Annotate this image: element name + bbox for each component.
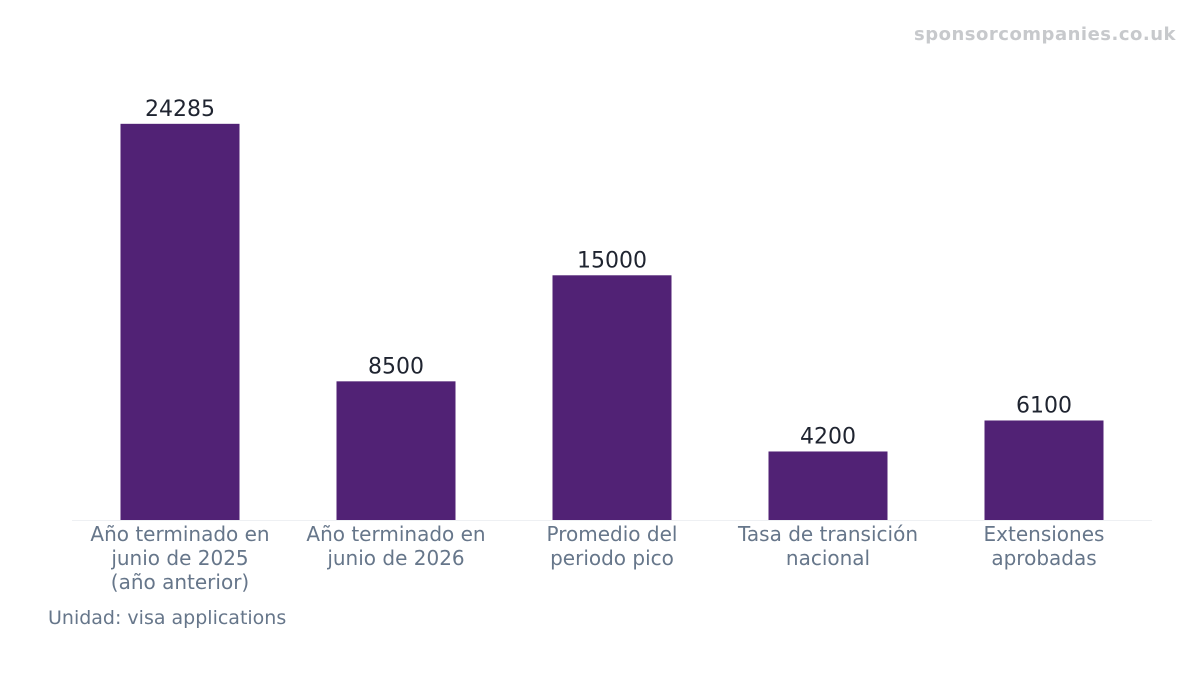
value-label-2: 8500 [368,354,424,379]
category-label-line: junio de 2026 [326,546,464,570]
value-label-3: 15000 [577,248,647,273]
bar-4 [768,451,888,520]
bar-2 [336,381,456,520]
category-label-line: nacional [786,546,870,570]
category-label-line: Extensiones [984,522,1105,546]
category-label-5: Extensiones aprobadas [984,522,1105,570]
category-label-line: Año terminado en [306,522,485,546]
watermark: sponsorcompanies.co.uk [914,24,1176,45]
category-label-line: (año anterior) [111,570,249,594]
category-label-line: Promedio del [547,522,678,546]
category-label-line: junio de 2025 [110,546,248,570]
category-label-line: periodo pico [550,546,674,570]
value-labels-layer: 24285 8500 15000 4200 6100 [145,97,1072,450]
value-label-1: 24285 [145,97,215,122]
category-label-line: aprobadas [991,546,1096,570]
category-label-line: Tasa de transición [737,522,918,546]
category-label-4: Tasa de transición nacional [737,522,918,570]
bar-1 [120,123,240,521]
bar-5 [984,420,1104,520]
category-label-3: Promedio del periodo pico [547,522,678,570]
bars-layer [120,123,1104,521]
value-label-5: 6100 [1016,393,1072,418]
category-label-line: Año terminado en [90,522,269,546]
value-label-4: 4200 [800,424,856,449]
category-label-2: Año terminado en junio de 2026 [306,522,485,570]
unit-note: Unidad: visa applications [48,607,287,629]
category-label-1: Año terminado en junio de 2025 (año anteri… [90,522,269,594]
category-labels-layer: Año terminado en junio de 2025 (año anteri… [90,522,1104,594]
bar-3 [552,275,672,520]
